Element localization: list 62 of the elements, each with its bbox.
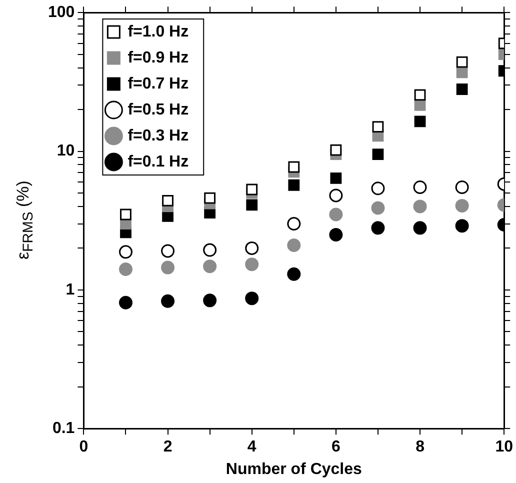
point (372, 121, 384, 133)
point (371, 221, 385, 235)
point (414, 89, 426, 101)
point (372, 148, 384, 160)
point (118, 245, 132, 259)
point (413, 200, 427, 214)
point (371, 201, 385, 215)
legend-label: f=0.7 Hz (128, 75, 189, 92)
point (203, 294, 217, 308)
x-tick-label: 8 (416, 438, 425, 456)
point (203, 243, 217, 257)
point (414, 116, 426, 128)
point (118, 262, 132, 276)
point (329, 228, 343, 242)
point (287, 217, 301, 231)
y-tick-label: 100 (48, 4, 75, 22)
point (245, 241, 259, 255)
x-tick-label: 0 (79, 438, 88, 456)
y-tick-label: 0.1 (52, 420, 75, 438)
point (245, 258, 259, 272)
point (203, 260, 217, 274)
x-tick-label: 10 (495, 438, 514, 456)
point (161, 294, 175, 308)
legend-label: f=1.0 Hz (128, 23, 189, 40)
x-tick-label: 4 (247, 438, 256, 456)
point (118, 296, 132, 310)
point (287, 267, 301, 281)
point (329, 188, 343, 202)
legend-label: f=0.9 Hz (128, 49, 189, 66)
y-tick-label: 1 (66, 281, 75, 298)
point (455, 198, 469, 212)
point (162, 210, 174, 222)
point (204, 192, 216, 204)
point (455, 219, 469, 233)
point (246, 199, 258, 211)
x-axis-title: Number of Cycles (226, 460, 362, 478)
point (330, 172, 342, 184)
x-tick-label: 2 (163, 438, 172, 456)
point (371, 182, 385, 196)
point (329, 208, 343, 222)
point (456, 56, 468, 68)
point (288, 179, 300, 191)
x-tick-label: 6 (331, 438, 340, 456)
point (161, 244, 175, 258)
point (287, 238, 301, 252)
point (288, 161, 300, 173)
point (413, 180, 427, 194)
point (120, 208, 132, 220)
point (245, 292, 259, 306)
point (456, 84, 468, 95)
legend-label: f=0.5 Hz (128, 101, 189, 118)
legend-label: f=0.3 Hz (128, 127, 189, 144)
point (246, 184, 258, 196)
point (455, 180, 469, 194)
point (456, 66, 468, 78)
y-tick-label: 10 (56, 142, 75, 160)
point (413, 221, 427, 235)
point (414, 99, 426, 111)
point (330, 144, 342, 156)
point (161, 260, 175, 274)
legend-label: f=0.1 Hz (128, 153, 189, 170)
point (162, 195, 174, 206)
